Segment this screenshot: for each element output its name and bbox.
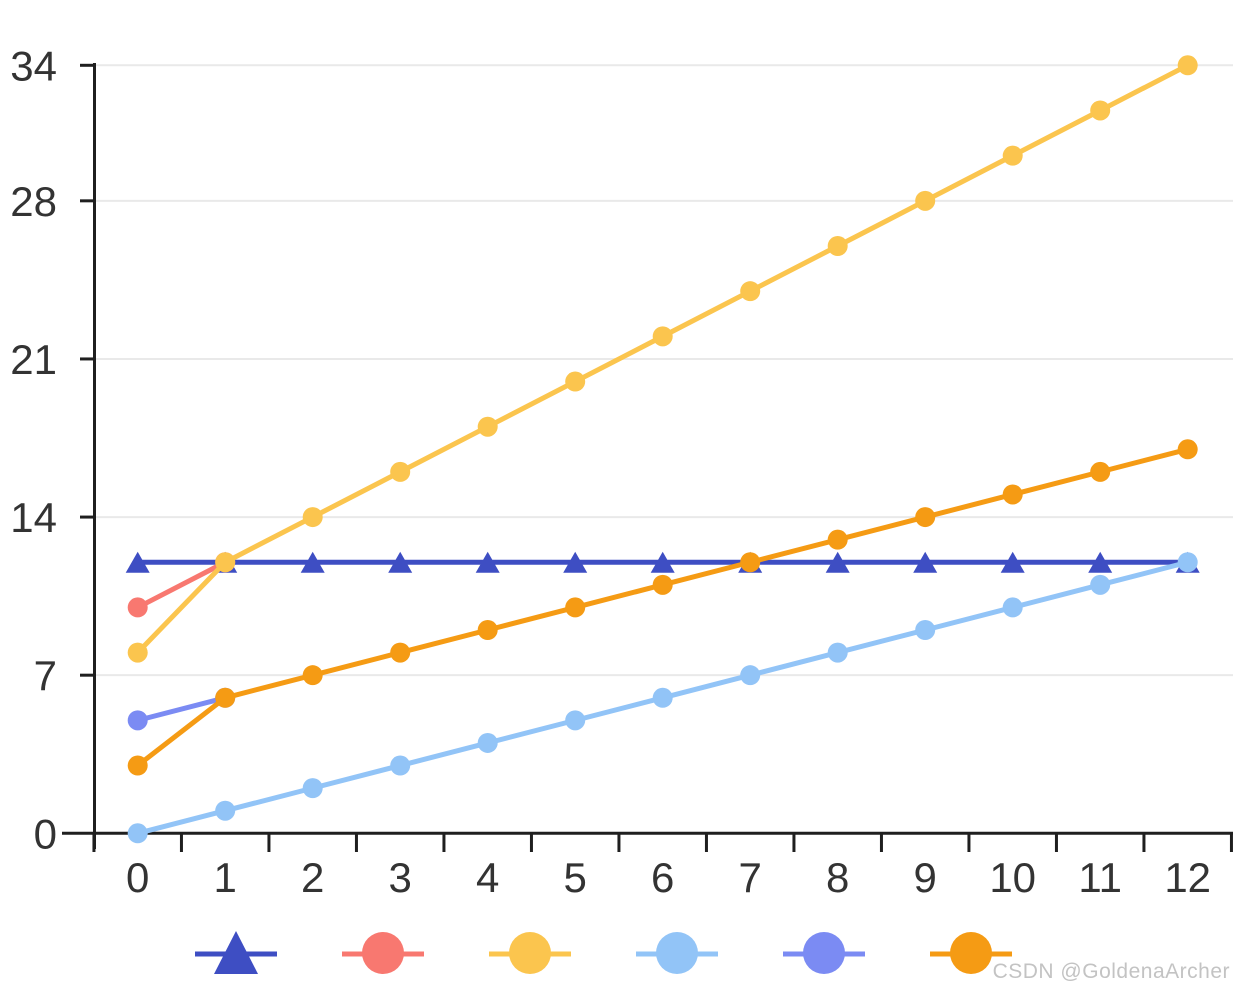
x-tick-label-9: 9: [914, 854, 937, 901]
series-marker-orange-line-4: [477, 620, 498, 641]
series-marker-constant-12-8: [825, 551, 850, 573]
series-marker-purple-segment-0: [127, 710, 148, 731]
series-marker-light-blue-line-7: [740, 665, 761, 686]
x-tick-label-6: 6: [651, 854, 674, 901]
legend-marker-yellow-line: [509, 932, 551, 974]
y-tick-label-14: 14: [10, 494, 57, 541]
series-line-orange-line: [136, 446, 1189, 768]
series-marker-light-blue-line-4: [477, 732, 498, 753]
series-marker-light-blue-line-5: [565, 710, 586, 731]
x-tick-label-0: 0: [126, 854, 149, 901]
legend-item-light-blue-line: [636, 932, 718, 974]
x-tick-label-5: 5: [564, 854, 587, 901]
series-marker-light-blue-line-8: [827, 642, 848, 663]
series-marker-light-blue-line-0: [127, 823, 148, 844]
legend-marker-light-blue-line: [656, 932, 698, 974]
series-marker-constant-12-0: [125, 551, 150, 573]
series-marker-orange-line-5: [565, 597, 586, 618]
series-marker-yellow-line-0: [127, 642, 148, 663]
series-marker-constant-12-3: [388, 551, 413, 573]
y-tick-label-34: 34: [10, 42, 57, 89]
series-marker-red-segment-0: [127, 597, 148, 618]
series-marker-light-blue-line-9: [915, 620, 936, 641]
legend-item-constant-12: [195, 931, 277, 974]
legend-marker-purple-segment: [803, 932, 845, 974]
legend-marker-red-segment: [362, 932, 404, 974]
series-marker-orange-line-10: [1002, 484, 1023, 505]
legend: [195, 931, 1012, 974]
series-marker-yellow-line-12: [1177, 55, 1198, 76]
series-marker-orange-line-6: [652, 574, 673, 595]
series-marker-constant-12-5: [563, 551, 588, 573]
series-marker-orange-line-1: [215, 687, 236, 708]
series-marker-light-blue-line-3: [390, 755, 411, 776]
watermark: CSDN @GoldenaArcher: [992, 960, 1230, 983]
x-tick-label-3: 3: [389, 854, 412, 901]
series-marker-constant-12-4: [475, 551, 500, 573]
series-marker-orange-line-3: [390, 642, 411, 663]
series-orange-line: [127, 439, 1198, 776]
series-marker-light-blue-line-1: [215, 800, 236, 821]
series-marker-light-blue-line-10: [1002, 597, 1023, 618]
series-light-blue-line: [127, 552, 1198, 844]
y-tick-label-28: 28: [10, 178, 57, 225]
series-marker-yellow-line-8: [827, 236, 848, 257]
series-marker-orange-line-2: [302, 665, 323, 686]
series-marker-light-blue-line-6: [652, 687, 673, 708]
legend-marker-constant-12: [214, 931, 258, 974]
y-tick-label-7: 7: [34, 652, 57, 699]
series-marker-constant-12-11: [1088, 551, 1113, 573]
x-tick-label-12: 12: [1164, 854, 1211, 901]
legend-marker-orange-line: [950, 932, 992, 974]
series-marker-constant-12-9: [913, 551, 938, 573]
x-tick-label-8: 8: [826, 854, 849, 901]
x-tick-label-7: 7: [739, 854, 762, 901]
series-marker-yellow-line-5: [565, 371, 586, 392]
legend-item-orange-line: [930, 932, 1012, 974]
series-marker-light-blue-line-11: [1090, 574, 1111, 595]
x-tick-label-2: 2: [301, 854, 324, 901]
series-marker-constant-12-10: [1000, 551, 1025, 573]
series-marker-yellow-line-6: [652, 326, 673, 347]
legend-item-yellow-line: [489, 932, 571, 974]
x-tick-label-10: 10: [989, 854, 1036, 901]
series-yellow-line: [127, 55, 1198, 663]
series-marker-orange-line-0: [127, 755, 148, 776]
series-marker-orange-line-7: [740, 552, 761, 573]
series-marker-light-blue-line-12: [1177, 552, 1198, 573]
x-tick-label-11: 11: [1078, 854, 1122, 901]
legend-item-red-segment: [342, 932, 424, 974]
y-tick-label-21: 21: [10, 336, 57, 383]
series-constant-12: [125, 551, 1200, 573]
series-marker-yellow-line-1: [215, 552, 236, 573]
series-line-purple-segment: [137, 695, 226, 723]
series-line-red-segment: [136, 560, 227, 610]
series-marker-constant-12-2: [300, 551, 325, 573]
series-marker-light-blue-line-2: [302, 778, 323, 799]
series-marker-yellow-line-2: [302, 507, 323, 528]
series-marker-yellow-line-11: [1090, 100, 1111, 121]
series-marker-orange-line-9: [915, 507, 936, 528]
legend-item-purple-segment: [783, 932, 865, 974]
series-marker-yellow-line-10: [1002, 145, 1023, 166]
x-tick-label-1: 1: [214, 854, 237, 901]
x-tick-label-4: 4: [476, 854, 499, 901]
series-marker-orange-line-8: [827, 529, 848, 550]
series-marker-constant-12-6: [650, 551, 675, 573]
series-marker-yellow-line-7: [740, 281, 761, 302]
y-tick-label-0: 0: [34, 810, 57, 857]
series-marker-orange-line-11: [1090, 461, 1111, 482]
series-marker-orange-line-12: [1177, 439, 1198, 460]
series-marker-yellow-line-3: [390, 461, 411, 482]
series-marker-yellow-line-4: [477, 416, 498, 437]
series-marker-yellow-line-9: [915, 190, 936, 211]
